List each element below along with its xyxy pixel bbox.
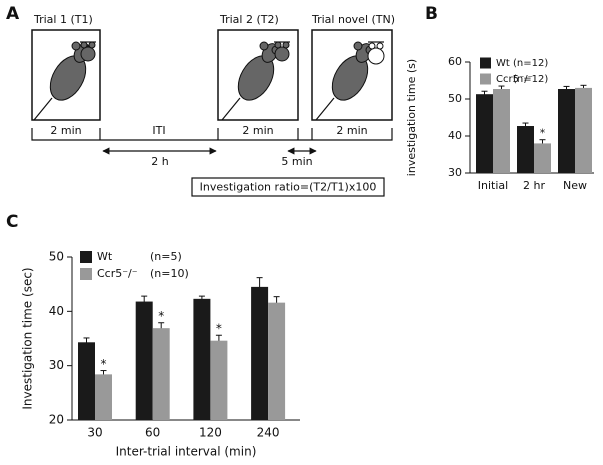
panel-letter: C <box>6 212 18 232</box>
formula: Investigation ratio=(T2/T1)x100 <box>200 181 377 194</box>
bar <box>575 87 592 173</box>
legend-swatch <box>80 268 92 280</box>
novel-mouse <box>367 41 385 65</box>
formula-box <box>191 177 385 197</box>
significance-marker: * <box>540 127 546 140</box>
y-tick-label: 40 <box>49 304 64 318</box>
legend-n: (n=12) <box>513 58 548 69</box>
interval-label: 2 h <box>151 155 168 168</box>
significance-marker: * <box>101 357 107 371</box>
duration-label: 2 min <box>50 124 81 137</box>
y-axis-label: Investigation time (sec) <box>21 267 35 409</box>
bar <box>493 89 510 173</box>
bar <box>193 298 211 420</box>
y-tick-label: 50 <box>448 92 462 105</box>
bar <box>210 340 228 420</box>
x-tick-label: Initial <box>478 179 508 192</box>
legend-n: (n=10) <box>150 267 189 280</box>
bar <box>152 328 170 420</box>
iti-label: ITI <box>152 124 165 137</box>
y-tick-label: 50 <box>49 250 64 264</box>
panel-letter: B <box>425 4 438 24</box>
legend-swatch <box>80 251 92 263</box>
significance-marker: * <box>216 322 222 336</box>
y-tick-label: 20 <box>49 413 64 427</box>
x-tick-label: New <box>563 179 587 192</box>
bar <box>558 89 575 173</box>
trial-label: Trial novel (TN) <box>311 13 395 26</box>
panel-letter: A <box>6 4 20 24</box>
legend-n: (n=5) <box>150 250 182 263</box>
y-tick-label: 40 <box>448 129 462 142</box>
x-tick-label: 120 <box>199 426 222 440</box>
x-tick-label: 240 <box>257 426 280 440</box>
bar <box>135 301 153 420</box>
legend-label: Wt <box>97 250 113 263</box>
legend-label: Wt <box>496 58 510 69</box>
duration-label: 2 min <box>336 124 367 137</box>
timeline <box>31 128 393 141</box>
stimulus-mouse <box>274 41 290 62</box>
legend-swatch <box>480 57 491 69</box>
trial-label: Trial 1 (T1) <box>33 13 93 26</box>
x-tick-label: 60 <box>145 426 160 440</box>
stimulus-mouse <box>80 41 96 62</box>
y-tick-label: 30 <box>49 358 64 372</box>
bar <box>534 143 551 173</box>
bar <box>268 302 286 420</box>
x-axis-label: Inter-trial interval (min) <box>116 445 257 459</box>
duration-label: 2 min <box>242 124 273 137</box>
interval-label: 5 min <box>281 155 312 168</box>
y-axis-label: investigation time (s) <box>405 59 418 176</box>
x-tick-label: 30 <box>87 426 102 440</box>
legend-n: (n=12) <box>513 74 548 85</box>
y-tick-label: 60 <box>448 55 462 68</box>
trial-label: Trial 2 (T2) <box>219 13 279 26</box>
bar <box>95 374 112 420</box>
significance-marker: * <box>158 309 164 323</box>
legend-label: Ccr5⁻/⁻ <box>496 74 533 85</box>
bar <box>517 126 534 173</box>
legend-swatch <box>480 73 491 85</box>
bar <box>78 342 95 420</box>
x-tick-label: 2 hr <box>523 179 545 192</box>
legend-label: Ccr5⁻/⁻ <box>97 267 138 280</box>
y-tick-label: 30 <box>448 166 462 179</box>
bar <box>476 94 493 173</box>
bar <box>251 286 269 420</box>
